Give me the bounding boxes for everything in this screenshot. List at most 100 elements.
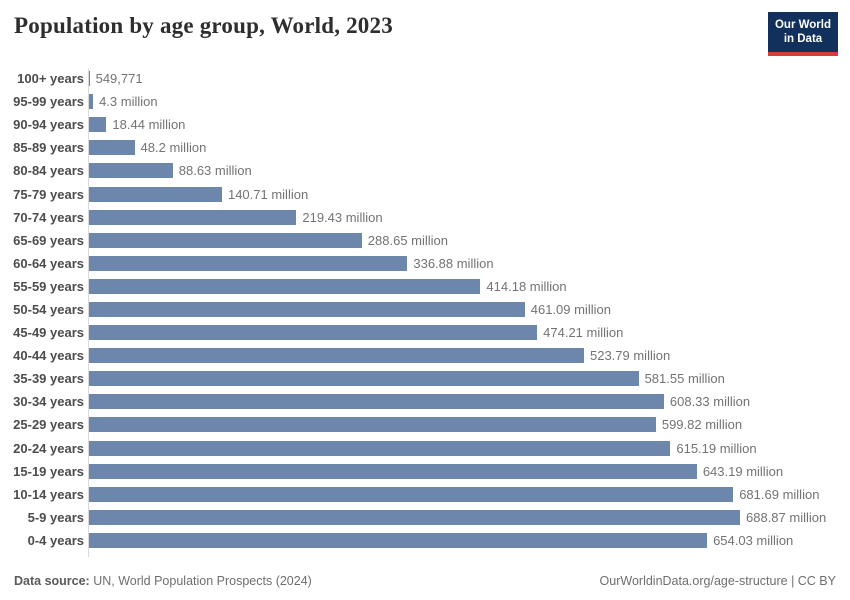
population-bar[interactable] [89,163,173,179]
age-group-label: 65-69 years [13,232,84,248]
population-bar[interactable] [89,463,697,479]
value-label: 48.2 million [140,140,207,156]
bar-area: 336.88 million [89,255,850,271]
value-label: 18.44 million [112,117,186,133]
bar-row: 35-39 years 581.55 million [0,367,850,390]
population-bar[interactable] [89,371,639,387]
bar-row: 45-49 years 474.21 million [0,321,850,344]
age-group-label: 85-89 years [13,140,84,156]
bar-row: 80-84 years 88.63 million [0,159,850,182]
bar-area: 4.3 million [89,94,850,110]
value-label: 461.09 million [530,301,611,317]
bar-area: 48.2 million [89,140,850,156]
age-group-label: 5-9 years [27,509,84,525]
population-bar[interactable] [89,532,708,548]
population-bar[interactable] [89,94,94,110]
bar-area: 461.09 million [89,301,850,317]
population-bar[interactable] [89,117,107,133]
value-label: 549,771 [95,71,143,87]
bar-area: 474.21 million [89,325,850,341]
bar-area: 523.79 million [89,348,850,364]
population-bar[interactable] [89,186,222,202]
population-bar[interactable] [89,232,362,248]
value-label: 288.65 million [367,232,448,248]
age-group-label: 50-54 years [13,301,84,317]
bar-area: 599.82 million [89,417,850,433]
value-label: 523.79 million [589,348,671,364]
age-group-label: 45-49 years [13,325,84,341]
age-group-label: 10-14 years [13,486,84,502]
age-group-label: 0-4 years [27,532,84,548]
bar-row: 10-14 years 681.69 million [0,483,850,506]
bar-row: 60-64 years 336.88 million [0,252,850,275]
owid-logo[interactable]: Our World in Data [768,12,838,56]
age-group-label: 95-99 years [13,94,84,110]
population-bar[interactable] [89,278,481,294]
value-label: 599.82 million [661,417,743,433]
population-bar[interactable] [89,417,656,433]
bar-row: 100+ years 549,771 [0,67,850,90]
bar-area: 88.63 million [89,163,850,179]
bar-row: 90-94 years 18.44 million [0,113,850,136]
population-bar[interactable] [89,486,734,502]
population-bar[interactable] [89,140,135,156]
bar-area: 18.44 million [89,117,850,133]
value-label: 681.69 million [739,486,820,502]
population-bar[interactable] [89,509,740,525]
bar-row: 65-69 years 288.65 million [0,229,850,252]
value-label: 654.03 million [713,532,794,548]
bar-area: 681.69 million [89,486,850,502]
age-group-label: 60-64 years [13,255,84,271]
data-source: Data source: UN, World Population Prospe… [14,574,312,588]
bar-row: 70-74 years 219.43 million [0,206,850,229]
population-bar[interactable] [89,394,664,410]
value-label: 643.19 million [702,463,784,479]
age-group-label: 75-79 years [13,186,84,202]
owid-logo-line1: Our World [774,19,831,31]
age-group-label: 90-94 years [13,117,84,133]
value-label: 88.63 million [178,163,252,179]
bar-row: 55-59 years 414.18 million [0,275,850,298]
age-group-label: 80-84 years [13,163,84,179]
bar-row: 0-4 years 654.03 million [0,529,850,552]
bar-area: 581.55 million [89,371,850,387]
citation-link[interactable]: OurWorldinData.org/age-structure | CC BY [599,574,836,588]
age-group-label: 35-39 years [13,371,84,387]
data-source-label: Data source: [14,574,90,588]
population-bar[interactable] [89,440,671,456]
bar-chart: 100+ years 549,771 95-99 years 4.3 million 9… [0,67,850,557]
value-label: 688.87 million [746,509,827,525]
population-bar[interactable] [89,301,525,317]
age-group-label: 55-59 years [13,278,84,294]
bar-area: 615.19 million [89,440,850,456]
chart-title: Population by age group, World, 2023 [14,13,393,38]
bar-row: 20-24 years 615.19 million [0,437,850,460]
population-bar[interactable] [89,71,90,87]
age-group-label: 40-44 years [13,348,84,364]
value-label: 140.71 million [227,186,309,202]
value-label: 615.19 million [676,440,757,456]
data-source-value: UN, World Population Prospects (2024) [89,574,312,588]
y-axis-line [88,69,89,557]
population-bar[interactable] [89,255,408,271]
chart-footer: Data source: UN, World Population Prospe… [14,574,836,588]
value-label: 581.55 million [644,371,725,387]
population-bar[interactable] [89,209,297,225]
bar-row: 5-9 years 688.87 million [0,506,850,529]
value-label: 414.18 million [486,278,567,294]
bar-row: 85-89 years 48.2 million [0,136,850,159]
bar-area: 608.33 million [89,394,850,410]
population-bar[interactable] [89,325,538,341]
bar-row: 25-29 years 599.82 million [0,413,850,436]
population-bar[interactable] [89,348,584,364]
value-label: 608.33 million [669,394,751,410]
bar-row: 75-79 years 140.71 million [0,182,850,205]
age-group-label: 15-19 years [13,463,84,479]
value-label: 336.88 million [413,255,494,271]
bar-area: 414.18 million [89,278,850,294]
value-label: 219.43 million [302,209,383,225]
bar-area: 219.43 million [89,209,850,225]
bar-row: 95-99 years 4.3 million [0,90,850,113]
bar-row: 50-54 years 461.09 million [0,298,850,321]
